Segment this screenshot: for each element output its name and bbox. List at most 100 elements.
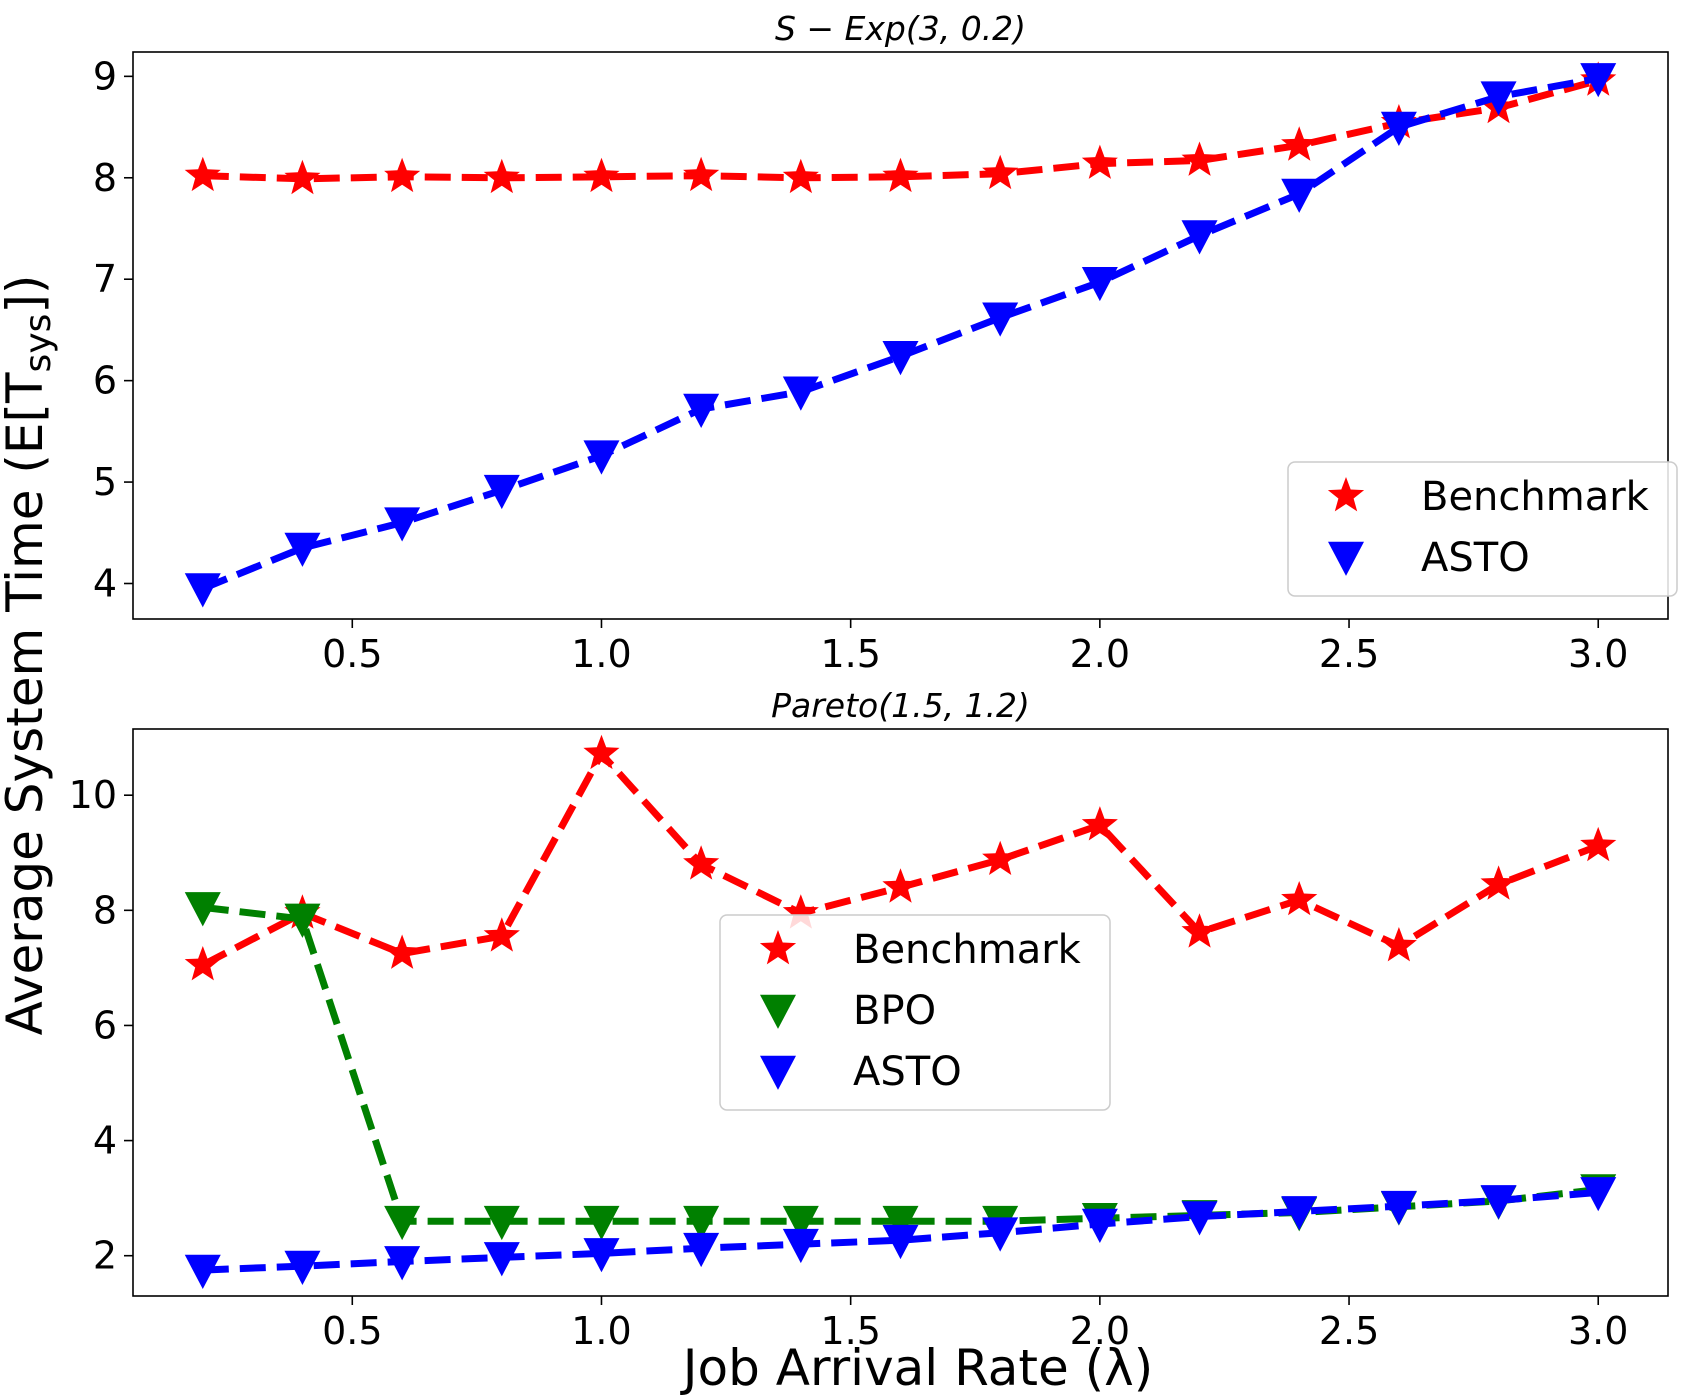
chart-title: Pareto(1.5, 1.2) [771, 686, 1030, 725]
legend-label-benchmark: Benchmark [853, 927, 1082, 973]
chart-panel-s-exp: S − Exp(3, 0.2) 0.5 1.0 1.5 2.0 2.5 3.0 4 5 6 7 8 9 B… [93, 9, 1678, 676]
y-axis-label-end: ]) [0, 275, 54, 314]
y-tick-label: 8 [93, 888, 117, 932]
data-point-benchmark [583, 734, 620, 770]
legend-label-asto: ASTO [1421, 535, 1530, 581]
legend-label-bpo: BPO [853, 988, 936, 1034]
data-point-asto [782, 1228, 819, 1264]
data-point-benchmark [882, 868, 919, 903]
data-point-asto [982, 302, 1019, 337]
data-point-bpo [583, 1205, 620, 1241]
data-point-bpo [882, 1205, 919, 1241]
data-point-asto [782, 376, 819, 411]
data-point-asto [1081, 266, 1118, 302]
data-point-benchmark [284, 159, 321, 195]
data-point-benchmark [1181, 913, 1218, 948]
data-point-benchmark [384, 934, 421, 969]
data-point-asto [982, 1217, 1019, 1252]
y-tick-label: 5 [93, 460, 117, 504]
data-point-asto [384, 1246, 421, 1281]
legend-marker-bpo [760, 994, 796, 1029]
data-point-asto [583, 1238, 620, 1273]
data-point-asto [1380, 1190, 1417, 1226]
data-point-asto [483, 474, 520, 510]
y-tick-label: 4 [93, 1119, 117, 1163]
data-point-benchmark [1580, 826, 1617, 862]
x-tick-label: 1.0 [571, 1309, 631, 1353]
legend-box [1287, 461, 1678, 597]
plot-frame [132, 728, 1669, 1297]
legend: Benchmark ASTO [1287, 461, 1678, 597]
data-point-asto [1380, 111, 1417, 146]
data-point-asto [184, 1254, 221, 1289]
x-tick-label: 1.0 [571, 632, 631, 676]
y-tick-label: 6 [93, 1003, 117, 1047]
data-point-asto [683, 393, 720, 428]
data-point-asto [683, 1232, 720, 1268]
data-point-benchmark [683, 156, 720, 192]
data-point-bpo [284, 903, 321, 938]
data-point-benchmark [882, 157, 919, 193]
data-point-bpo [483, 1205, 520, 1241]
data-point-benchmark [782, 894, 819, 929]
y-axis-label-sub: sys [18, 314, 59, 373]
legend-marker-asto [1328, 541, 1364, 576]
data-point-asto [284, 1250, 321, 1285]
x-tick-label: 2.0 [1070, 632, 1130, 676]
data-point-benchmark [982, 154, 1019, 190]
chart-panel-pareto: Pareto(1.5, 1.2) 0.5 1.0 1.5 2.0 2.5 3.0 2 4 6 8 10… [69, 686, 1669, 1353]
data-point-benchmark [782, 158, 819, 194]
data-point-benchmark [1480, 865, 1517, 900]
y-tick-label: 10 [69, 773, 117, 817]
data-point-benchmark [184, 156, 221, 192]
x-tick-label: 2.5 [1319, 1309, 1379, 1353]
data-point-benchmark [1380, 927, 1417, 962]
data-point-asto [184, 573, 221, 608]
x-tick-label: 3.0 [1568, 1309, 1628, 1353]
data-point-benchmark [982, 840, 1019, 875]
legend-marker-benchmark [759, 930, 797, 965]
legend-box [719, 914, 1111, 1111]
data-point-benchmark [583, 157, 620, 193]
data-point-bpo [683, 1205, 720, 1241]
data-point-asto [882, 1224, 919, 1260]
x-tick-label: 1.5 [820, 1309, 880, 1353]
x-tick-label: 0.5 [322, 1309, 382, 1353]
data-point-bpo [782, 1205, 819, 1241]
data-point-asto [583, 440, 620, 475]
x-tick-label: 0.5 [322, 632, 382, 676]
legend-marker-benchmark [1327, 477, 1365, 512]
legend-marker-asto [760, 1055, 796, 1090]
data-point-benchmark [1281, 126, 1318, 161]
y-tick-label: 4 [93, 561, 117, 605]
data-point-asto [882, 340, 919, 376]
series-asto [184, 1177, 1617, 1289]
series-line-benchmark [202, 77, 1600, 183]
chart-title: S − Exp(3, 0.2) [775, 9, 1026, 48]
data-point-asto [1281, 1196, 1318, 1231]
data-point-benchmark [1081, 144, 1118, 179]
legend-label-benchmark: Benchmark [1421, 474, 1650, 520]
x-tick-label: 1.5 [820, 632, 880, 676]
x-tick-label: 2.5 [1319, 632, 1379, 676]
data-point-asto [1181, 220, 1218, 255]
data-point-benchmark [1281, 881, 1318, 916]
data-point-benchmark [1181, 141, 1218, 176]
data-point-bpo [184, 892, 221, 927]
y-tick-label: 8 [93, 156, 117, 200]
data-point-benchmark [1081, 806, 1118, 841]
data-point-asto [483, 1242, 520, 1277]
data-point-asto [1181, 1201, 1218, 1236]
y-tick-label: 7 [93, 257, 117, 301]
data-point-asto [1081, 1208, 1118, 1243]
data-point-asto [1480, 1185, 1517, 1220]
data-point-benchmark [384, 157, 421, 193]
legend-label-asto: ASTO [853, 1049, 962, 1095]
data-point-asto [1281, 178, 1318, 213]
series-asto [184, 63, 1617, 608]
data-point-asto [1480, 81, 1517, 116]
y-tick-label: 6 [93, 359, 117, 403]
y-tick-label: 9 [93, 54, 117, 98]
y-tick-label: 2 [93, 1234, 117, 1278]
